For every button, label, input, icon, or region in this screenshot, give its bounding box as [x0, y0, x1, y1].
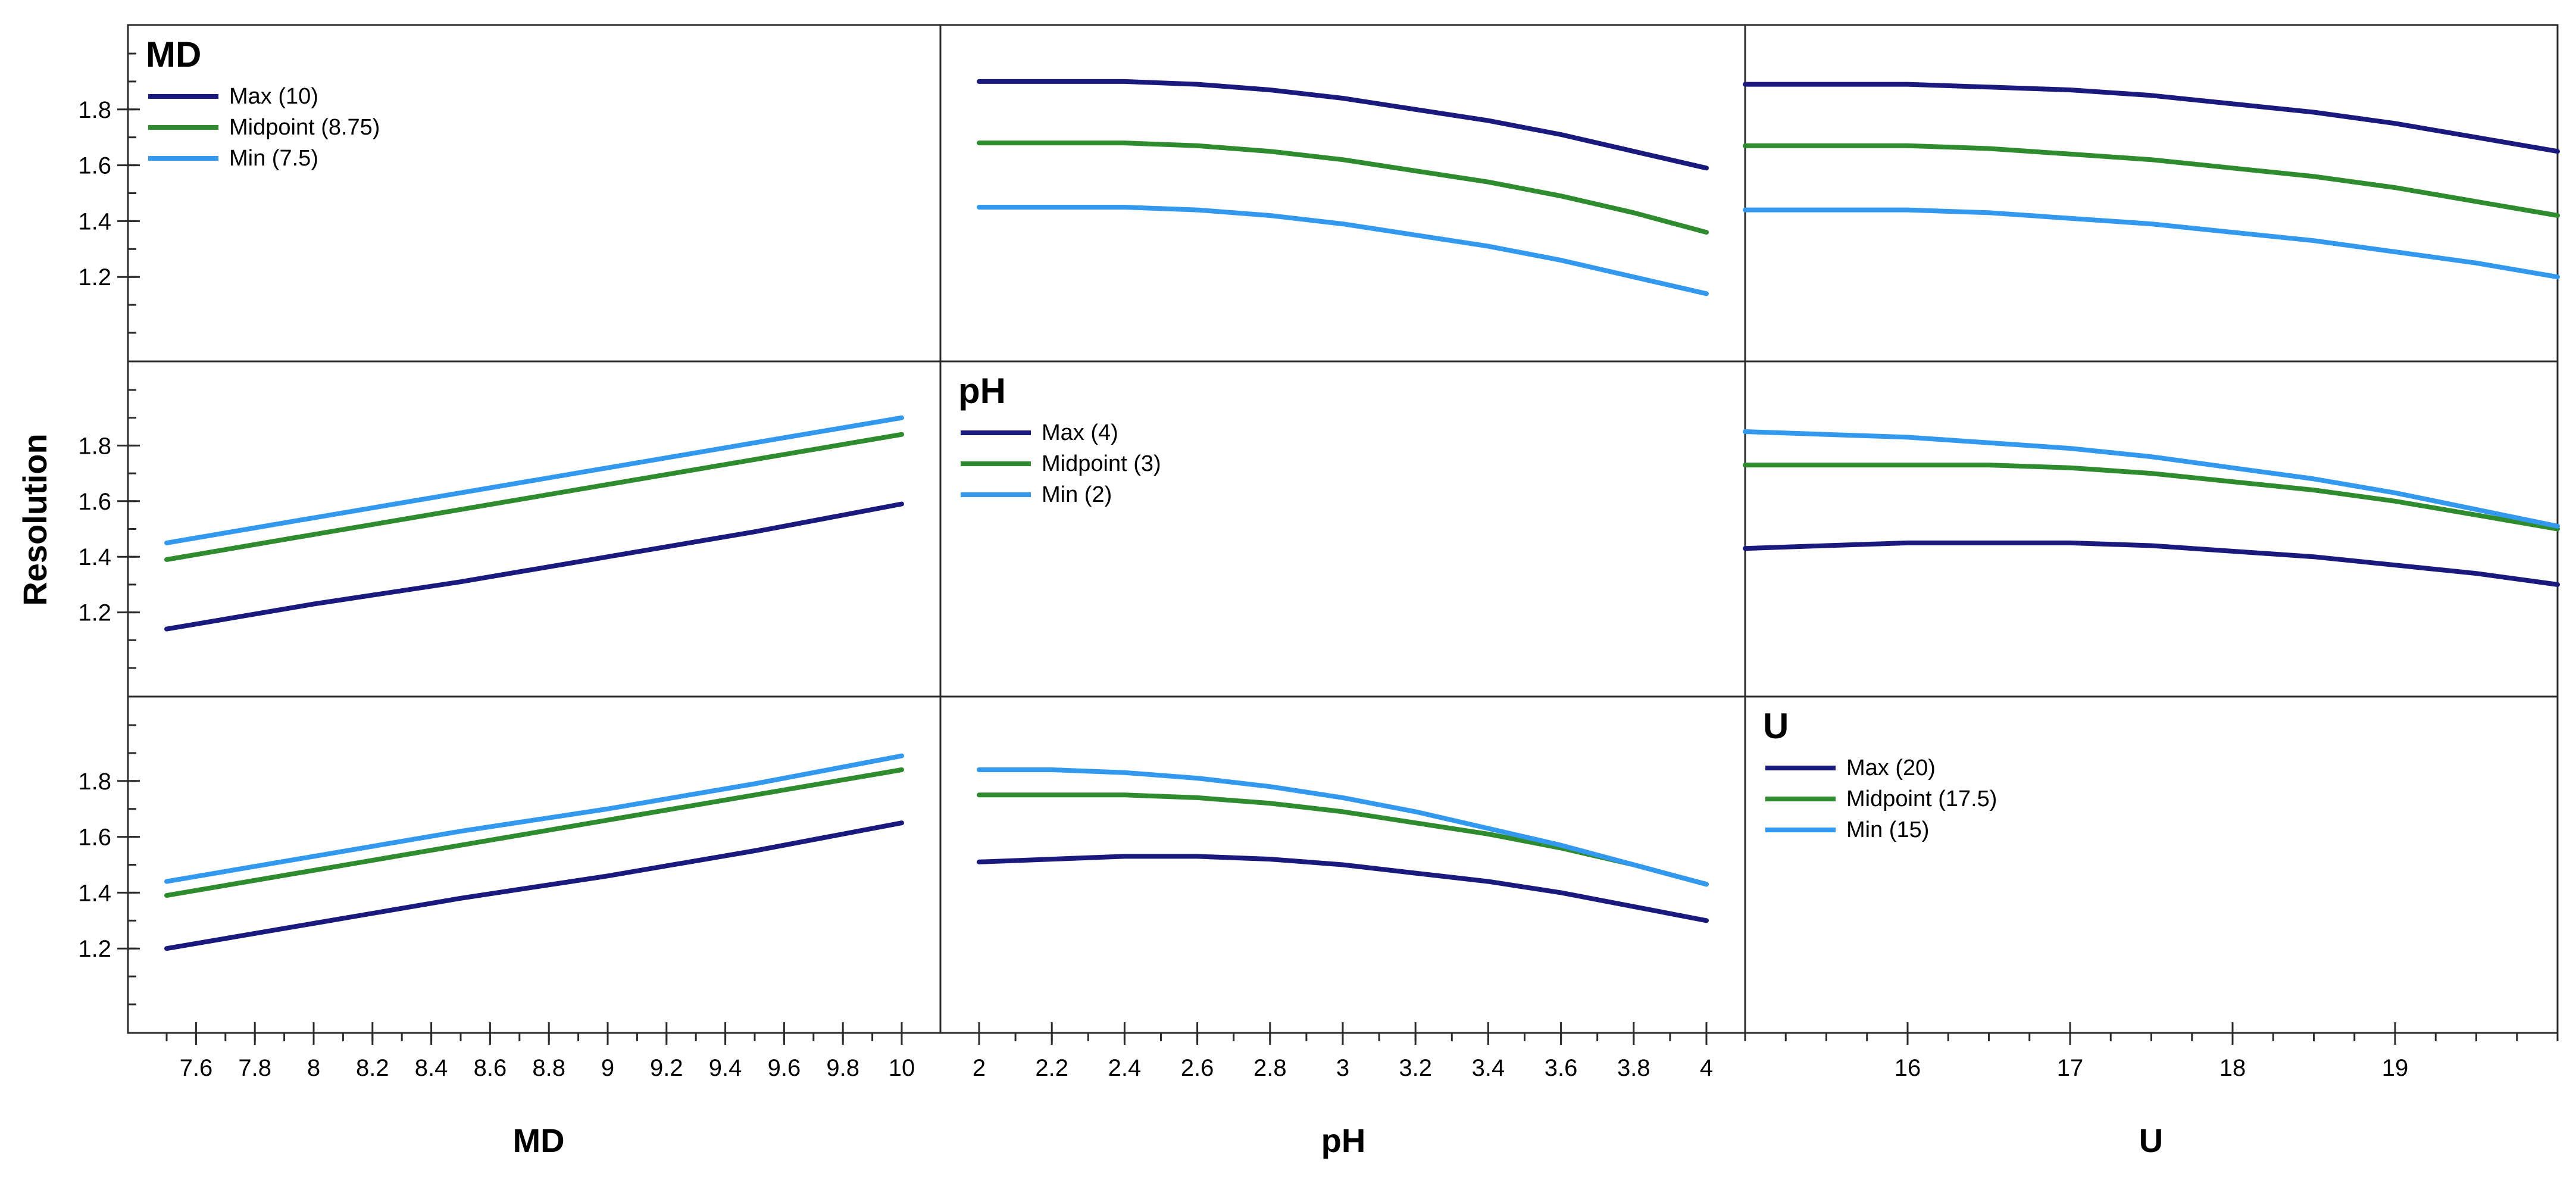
legend-label: Min (15)	[1846, 817, 1929, 842]
x-tick-label: 7.6	[180, 1055, 213, 1081]
y-tick-label: 1.6	[78, 489, 111, 515]
series-line-r1-c0-max	[164, 501, 904, 632]
x-tick-label: 2	[973, 1055, 986, 1081]
x-tick-label: 8.2	[356, 1055, 389, 1081]
series-line-r1-c2-min	[1743, 429, 2560, 529]
x-tick-label: 2.8	[1253, 1055, 1287, 1081]
x-axis-title-ph: pH	[1321, 1122, 1366, 1159]
y-tick-label: 1.4	[78, 208, 111, 235]
legend-label: Max (20)	[1846, 755, 1936, 780]
x-tick-label: 10	[889, 1055, 915, 1081]
x-tick-label: 16	[1895, 1055, 1921, 1081]
x-tick-label: 2.6	[1181, 1055, 1214, 1081]
legend-label: Midpoint (3)	[1042, 451, 1161, 476]
y-tick-label: 1.8	[78, 769, 111, 795]
x-tick-label: 9.2	[650, 1055, 683, 1081]
x-tick-label: 7.8	[238, 1055, 271, 1081]
x-tick-label: 8.8	[532, 1055, 565, 1081]
x-axis-title-u: U	[2139, 1122, 2163, 1159]
series-line-r0-c1-max	[977, 79, 1709, 171]
x-tick-label: 8	[307, 1055, 320, 1081]
series-line-r2-c0-max	[164, 820, 904, 951]
legend-label: Midpoint (17.5)	[1846, 786, 1997, 811]
series-line-r1-c0-midpoint	[164, 432, 904, 562]
x-tick-label: 3	[1336, 1055, 1349, 1081]
diagonal-title-ph: pH	[958, 371, 1006, 411]
series-line-r1-c2-max	[1743, 540, 2560, 587]
x-tick-label: 3.8	[1617, 1055, 1650, 1081]
legend-label: Max (4)	[1042, 420, 1118, 445]
series-line-r2-c1-min	[977, 767, 1709, 887]
y-tick-label: 1.4	[78, 880, 111, 906]
series-line-r2-c1-max	[977, 854, 1709, 923]
y-tick-label: 1.8	[78, 433, 111, 459]
x-tick-label: 9.6	[768, 1055, 801, 1081]
y-tick-label: 1.4	[78, 544, 111, 570]
legend-label: Min (2)	[1042, 482, 1112, 507]
x-tick-label: 2.2	[1035, 1055, 1068, 1081]
series-line-r0-c1-min	[977, 205, 1709, 296]
diagonal-title-md: MD	[146, 35, 201, 74]
x-tick-label: 8.4	[415, 1055, 448, 1081]
series-line-r0-c2-midpoint	[1743, 143, 2560, 218]
x-tick-label: 3.4	[1472, 1055, 1505, 1081]
x-tick-label: 9.4	[709, 1055, 742, 1081]
series-line-r0-c1-midpoint	[977, 141, 1709, 235]
y-tick-label: 1.2	[78, 936, 111, 962]
x-tick-label: 9.8	[826, 1055, 859, 1081]
x-tick-label: 19	[2382, 1055, 2409, 1081]
x-tick-label: 2.4	[1108, 1055, 1142, 1081]
x-axis-title-md: MD	[512, 1122, 564, 1159]
x-tick-label: 8.6	[474, 1055, 507, 1081]
series-line-r2-c0-midpoint	[164, 767, 904, 898]
legend-label: Max (10)	[229, 84, 318, 109]
x-tick-label: 9	[601, 1055, 614, 1081]
diagonal-title-u: U	[1763, 706, 1789, 746]
y-axis-title: Resolution	[16, 433, 54, 605]
x-tick-label: 3.2	[1399, 1055, 1432, 1081]
y-tick-label: 1.6	[78, 825, 111, 851]
y-tick-label: 1.2	[78, 264, 111, 291]
series-line-r1-c2-midpoint	[1743, 463, 2560, 532]
x-tick-label: 18	[2219, 1055, 2246, 1081]
y-tick-label: 1.8	[78, 97, 111, 123]
legend-label: Min (7.5)	[229, 146, 318, 171]
x-tick-label: 4	[1700, 1055, 1713, 1081]
x-tick-label: 17	[2057, 1055, 2084, 1081]
series-line-r0-c2-min	[1743, 207, 2560, 280]
series-line-r0-c2-max	[1743, 82, 2560, 154]
series-line-r1-c0-min	[164, 415, 904, 545]
x-tick-label: 3.6	[1545, 1055, 1578, 1081]
y-tick-label: 1.6	[78, 153, 111, 179]
y-tick-label: 1.2	[78, 600, 111, 626]
legend-label: Midpoint (8.75)	[229, 115, 380, 140]
series-line-r2-c0-min	[164, 753, 904, 884]
